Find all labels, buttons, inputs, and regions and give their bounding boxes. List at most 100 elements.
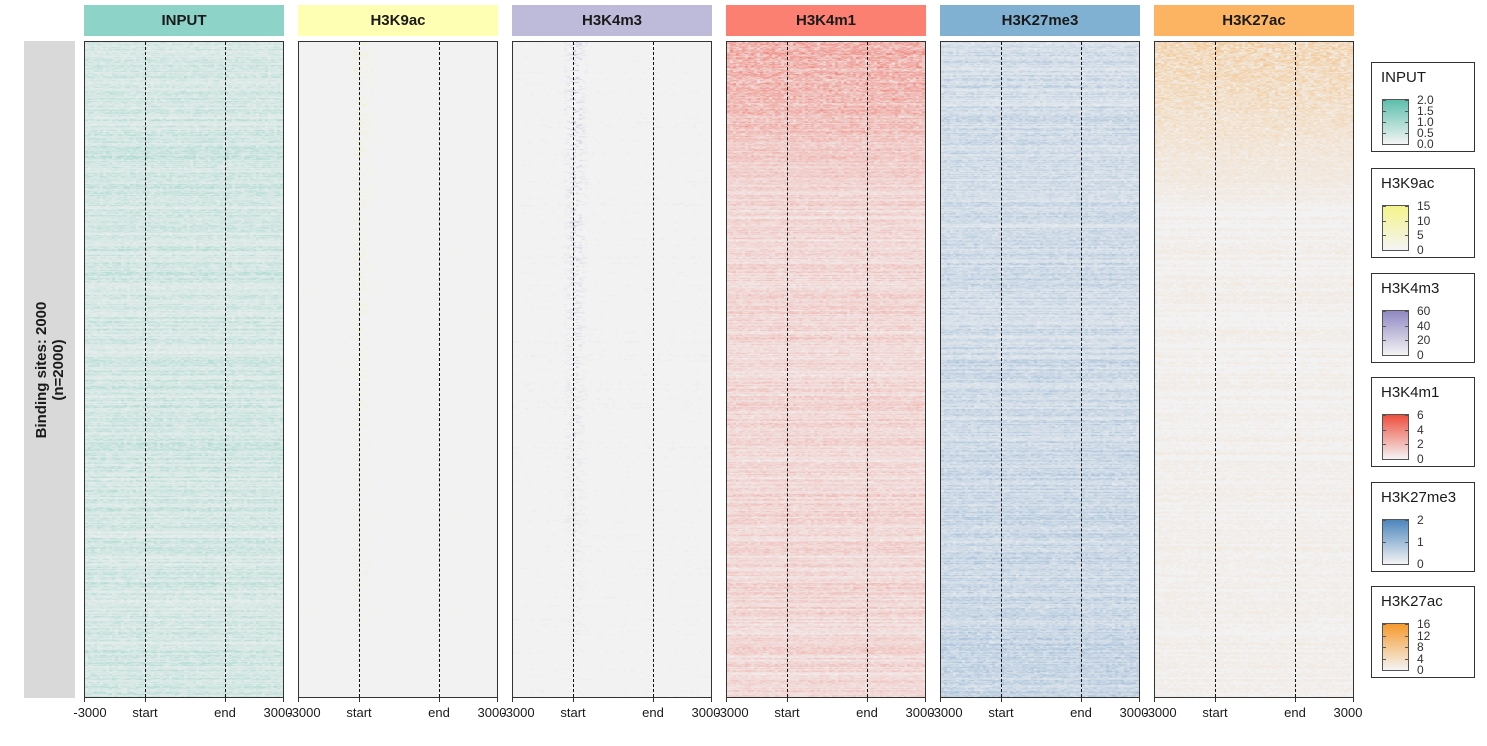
x-tick-label-h3k9ac-3: 3000 (477, 705, 507, 720)
legend-tick-label-h3k27me3-0: 2 (1417, 513, 1424, 527)
legend-tick-label-h3k9ac-0: 15 (1417, 199, 1431, 213)
boundary-line-end (1295, 42, 1296, 697)
x-tick-h3k27me3-0 (940, 698, 941, 702)
legend-tick-label-h3k4m1-0: 6 (1417, 408, 1424, 422)
legend-tick-mark-input-2 (1382, 122, 1386, 123)
legend-tick-label-h3k4m3-1: 40 (1417, 318, 1431, 333)
x-tick-label-h3k4m1-0: -3000 (715, 705, 749, 720)
x-tick-h3k4m1-2 (867, 698, 868, 702)
x-tick-h3k9ac-3 (497, 698, 498, 702)
boundary-line-start (145, 42, 146, 697)
x-tick-input-3 (283, 698, 284, 702)
x-tick-label-h3k27me3-3: 3000 (1119, 705, 1149, 720)
legend-tick-mark-r-h3k4m3-2 (1405, 340, 1409, 342)
x-tick-h3k4m3-0 (512, 698, 513, 702)
x-tick-label-h3k27ac-2: end (1284, 705, 1306, 720)
legend-colorbar-h3k9ac (1382, 205, 1409, 251)
heatmap-panel-h3k9ac (298, 41, 498, 698)
legend-tick-mark-input-0 (1382, 100, 1386, 101)
legend-tick-mark-r-h3k27me3-1 (1405, 542, 1409, 543)
x-tick-h3k27me3-1 (1001, 698, 1002, 702)
x-tick-h3k4m1-3 (925, 698, 926, 702)
legend-tick-mark-r-h3k27ac-4 (1405, 670, 1409, 671)
legend-tick-mark-r-input-2 (1405, 122, 1409, 123)
legend-input: INPUT 2.0 1.5 1.0 0.5 0.0 (1371, 62, 1475, 152)
legend-title-input: INPUT (1381, 69, 1426, 86)
x-tick-label-h3k27ac-0: -3000 (1143, 705, 1177, 720)
x-tick-label-h3k4m1-3: 3000 (905, 705, 935, 720)
legend-tick-mark-r-h3k4m1-0 (1405, 415, 1409, 416)
legend-tick-label-h3k27me3-2: 0 (1417, 557, 1424, 571)
boundary-line-end (653, 42, 654, 697)
legend-tick-mark-h3k9ac-2 (1382, 235, 1386, 237)
legend-tick-mark-r-h3k27me3-0 (1405, 520, 1409, 521)
x-tick-input-0 (84, 698, 85, 702)
legend-h3k4m1: H3K4m1 6 4 2 0 (1371, 377, 1475, 467)
x-tick-label-h3k4m3-1: start (560, 705, 586, 720)
legend-tick-mark-r-h3k27ac-0 (1405, 624, 1409, 625)
x-tick-label-input-3: 3000 (263, 705, 293, 720)
x-tick-label-h3k27me3-1: start (988, 705, 1014, 720)
legend-tick-mark-input-4 (1382, 144, 1386, 145)
legend-tick-label-h3k27ac-2: 8 (1417, 640, 1424, 654)
x-tick-h3k9ac-0 (298, 698, 299, 702)
heatmap-cells-h3k27me3 (941, 42, 1139, 697)
x-tick-label-h3k4m3-3: 3000 (691, 705, 721, 720)
legend-tick-mark-h3k27ac-2 (1382, 647, 1386, 648)
heatmap-cells-input (85, 42, 283, 697)
x-tick-label-input-0: -3000 (73, 705, 107, 720)
x-tick-h3k27ac-2 (1295, 698, 1296, 702)
x-tick-h3k9ac-1 (359, 698, 360, 702)
x-tick-label-input-1: start (132, 705, 158, 720)
heatmap-cells-h3k27ac (1155, 42, 1353, 697)
x-tick-h3k27ac-1 (1215, 698, 1216, 702)
legend-tick-mark-h3k27me3-1 (1382, 542, 1386, 543)
legend-tick-mark-r-h3k9ac-0 (1405, 206, 1409, 207)
legend-tick-mark-r-h3k4m3-1 (1405, 325, 1409, 327)
heatmap-panel-h3k27me3 (940, 41, 1140, 698)
legend-tick-label-h3k27ac-4: 0 (1417, 663, 1424, 677)
legend-tick-mark-h3k4m1-1 (1382, 429, 1386, 431)
x-tick-h3k4m3-1 (573, 698, 574, 702)
panel-header-input: INPUT (84, 5, 284, 36)
legend-tick-label-h3k27ac-0: 16 (1417, 617, 1431, 631)
legend-tick-mark-r-h3k27ac-2 (1405, 647, 1409, 648)
x-tick-label-h3k27me3-0: -3000 (929, 705, 963, 720)
legend-tick-mark-h3k9ac-3 (1382, 250, 1386, 251)
legend-tick-mark-h3k27ac-3 (1382, 658, 1386, 660)
panel-header-h3k9ac: H3K9ac (298, 5, 498, 36)
legend-tick-label-h3k4m3-3: 0 (1417, 348, 1424, 362)
boundary-line-end (1081, 42, 1082, 697)
heatmap-cells-h3k4m1 (727, 42, 925, 697)
x-tick-input-1 (145, 698, 146, 702)
legend-tick-mark-input-3 (1382, 133, 1386, 134)
legend-tick-label-h3k27ac-1: 12 (1417, 628, 1431, 643)
panel-header-h3k4m3: H3K4m3 (512, 5, 712, 36)
legend-tick-mark-r-h3k4m1-1 (1405, 429, 1409, 431)
x-tick-h3k9ac-2 (439, 698, 440, 702)
legend-tick-mark-h3k9ac-0 (1382, 206, 1386, 207)
x-tick-label-h3k4m1-1: start (774, 705, 800, 720)
legend-tick-mark-h3k4m3-0 (1382, 311, 1386, 312)
boundary-line-start (1001, 42, 1002, 697)
x-tick-h3k27me3-3 (1139, 698, 1140, 702)
legend-tick-mark-h3k9ac-1 (1382, 220, 1386, 222)
legend-tick-mark-r-h3k27me3-2 (1405, 564, 1409, 565)
x-tick-label-h3k9ac-2: end (428, 705, 450, 720)
legend-tick-mark-h3k27ac-0 (1382, 624, 1386, 625)
legend-tick-label-h3k9ac-3: 0 (1417, 243, 1424, 257)
legend-tick-mark-r-input-0 (1405, 100, 1409, 101)
legend-tick-mark-h3k4m1-0 (1382, 415, 1386, 416)
legend-tick-label-input-2: 1.0 (1417, 115, 1434, 129)
x-tick-h3k27ac-0 (1154, 698, 1155, 702)
legend-tick-label-h3k9ac-1: 10 (1417, 213, 1431, 228)
legend-tick-label-input-1: 1.5 (1417, 104, 1434, 118)
legend-tick-mark-h3k27me3-2 (1382, 564, 1386, 565)
legend-tick-label-h3k4m1-1: 4 (1417, 422, 1424, 437)
x-tick-label-h3k4m3-2: end (642, 705, 664, 720)
x-tick-label-h3k9ac-1: start (346, 705, 372, 720)
legend-tick-mark-r-input-1 (1405, 111, 1409, 112)
x-tick-label-h3k4m1-2: end (856, 705, 878, 720)
legend-tick-mark-r-h3k4m3-3 (1405, 355, 1409, 356)
legend-tick-label-input-3: 0.5 (1417, 126, 1434, 140)
